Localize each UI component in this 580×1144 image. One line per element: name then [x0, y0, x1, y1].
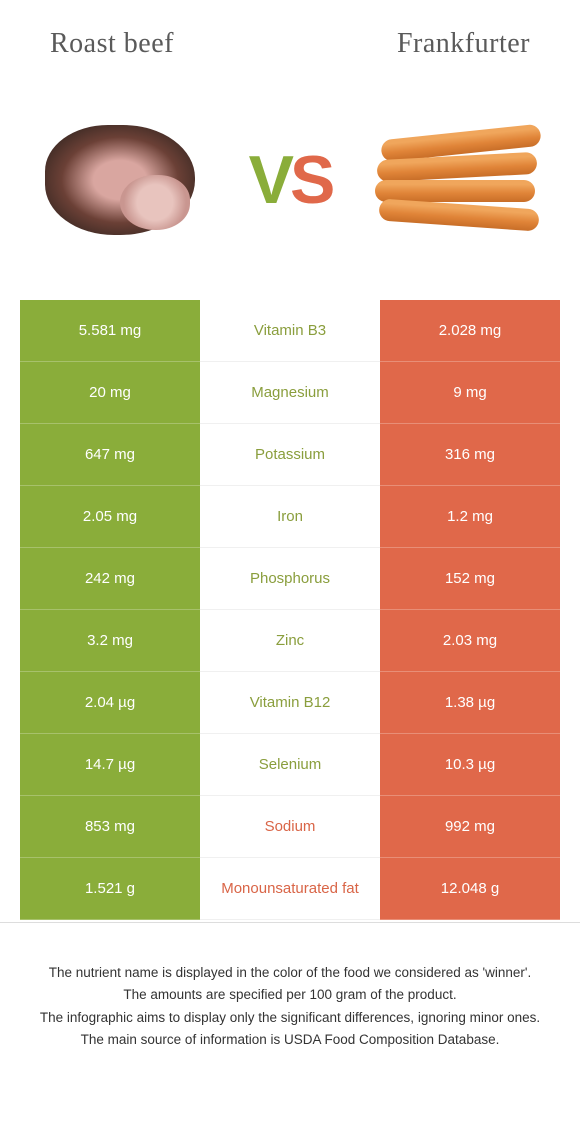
nutrient-label: Zinc [200, 610, 380, 672]
right-value: 992 mg [380, 796, 560, 858]
right-value: 12.048 g [380, 858, 560, 920]
footer-line-1: The nutrient name is displayed in the co… [24, 963, 556, 983]
right-value: 9 mg [380, 362, 560, 424]
vs-s: S [290, 142, 331, 218]
vs-label: VS [249, 141, 332, 219]
header: Roast beef Frankfurter [0, 0, 580, 70]
nutrient-label: Magnesium [200, 362, 380, 424]
left-value: 647 mg [20, 424, 200, 486]
left-value: 853 mg [20, 796, 200, 858]
table-row: 647 mgPotassium316 mg [20, 424, 560, 486]
table-row: 14.7 µgSelenium10.3 µg [20, 734, 560, 796]
right-value: 10.3 µg [380, 734, 560, 796]
frankfurter-image [370, 110, 550, 250]
footer-line-2: The amounts are specified per 100 gram o… [24, 985, 556, 1005]
left-value: 5.581 mg [20, 300, 200, 362]
left-value: 3.2 mg [20, 610, 200, 672]
right-value: 1.2 mg [380, 486, 560, 548]
nutrient-label: Selenium [200, 734, 380, 796]
title-right-food: Frankfurter [397, 28, 530, 60]
nutrient-label: Vitamin B3 [200, 300, 380, 362]
title-left-food: Roast beef [50, 28, 174, 60]
roast-beef-image [30, 110, 210, 250]
footer-line-3: The infographic aims to display only the… [24, 1008, 556, 1028]
table-row: 2.05 mgIron1.2 mg [20, 486, 560, 548]
nutrient-label: Vitamin B12 [200, 672, 380, 734]
nutrient-label: Sodium [200, 796, 380, 858]
nutrient-label: Potassium [200, 424, 380, 486]
left-value: 14.7 µg [20, 734, 200, 796]
nutrient-label: Monounsaturated fat [200, 858, 380, 920]
table-row: 3.2 mgZinc2.03 mg [20, 610, 560, 672]
nutrient-label: Phosphorus [200, 548, 380, 610]
left-value: 2.04 µg [20, 672, 200, 734]
footer-line-4: The main source of information is USDA F… [24, 1030, 556, 1050]
right-value: 316 mg [380, 424, 560, 486]
table-row: 20 mgMagnesium9 mg [20, 362, 560, 424]
hero-row: VS [0, 70, 580, 300]
table-row: 853 mgSodium992 mg [20, 796, 560, 858]
left-value: 242 mg [20, 548, 200, 610]
table-row: 2.04 µgVitamin B121.38 µg [20, 672, 560, 734]
left-value: 2.05 mg [20, 486, 200, 548]
right-value: 2.028 mg [380, 300, 560, 362]
left-value: 1.521 g [20, 858, 200, 920]
right-value: 1.38 µg [380, 672, 560, 734]
right-value: 2.03 mg [380, 610, 560, 672]
table-row: 242 mgPhosphorus152 mg [20, 548, 560, 610]
vs-v: V [249, 142, 290, 218]
nutrient-label: Iron [200, 486, 380, 548]
left-value: 20 mg [20, 362, 200, 424]
table-row: 1.521 gMonounsaturated fat12.048 g [20, 858, 560, 920]
right-value: 152 mg [380, 548, 560, 610]
footer-notes: The nutrient name is displayed in the co… [0, 923, 580, 1050]
comparison-table: 5.581 mgVitamin B32.028 mg20 mgMagnesium… [0, 300, 580, 923]
table-row: 5.581 mgVitamin B32.028 mg [20, 300, 560, 362]
